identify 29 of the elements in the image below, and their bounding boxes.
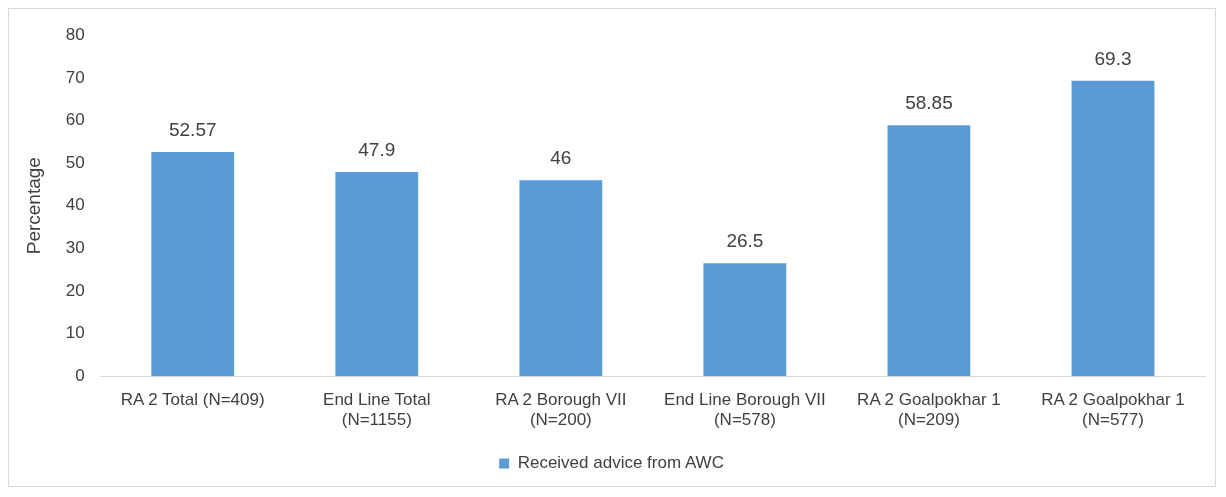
x-tick-label: End Line Borough VII (N=578) <box>664 390 826 430</box>
y-tick-label: 30 <box>65 238 85 258</box>
bar <box>335 172 419 377</box>
y-tick-label: 80 <box>65 24 85 44</box>
data-label: 46 <box>550 146 572 168</box>
legend-label: Received advice from AWC <box>517 453 724 473</box>
data-label: 58.85 <box>905 92 953 114</box>
x-tick-label: RA 2 Goalpokhar 1 (N=577) <box>1041 390 1185 430</box>
data-label: 47.9 <box>358 138 396 160</box>
bar <box>519 180 603 377</box>
y-tick-label: 10 <box>65 323 85 343</box>
y-tick-label: 70 <box>65 67 85 87</box>
bar <box>887 125 971 377</box>
y-tick-label: 0 <box>75 365 85 385</box>
x-tick-label: RA 2 Goalpokhar 1 (N=209) <box>857 390 1001 430</box>
x-tick-label: End Line Total (N=1155) <box>323 390 431 430</box>
y-axis-title: Percentage <box>22 157 44 255</box>
bar <box>1071 80 1155 377</box>
x-tick-label: RA 2 Borough VII (N=200) <box>495 390 627 430</box>
y-tick-label: 40 <box>65 195 85 215</box>
data-label: 26.5 <box>726 229 764 251</box>
data-label: 69.3 <box>1094 47 1132 69</box>
data-label: 52.57 <box>168 118 217 140</box>
bar <box>151 152 235 377</box>
y-tick-label: 60 <box>65 110 85 130</box>
y-tick-label: 20 <box>65 280 85 300</box>
x-tick-label: RA 2 Total (N=409) <box>120 390 265 410</box>
y-tick-label: 50 <box>65 152 85 172</box>
bar <box>703 263 787 377</box>
